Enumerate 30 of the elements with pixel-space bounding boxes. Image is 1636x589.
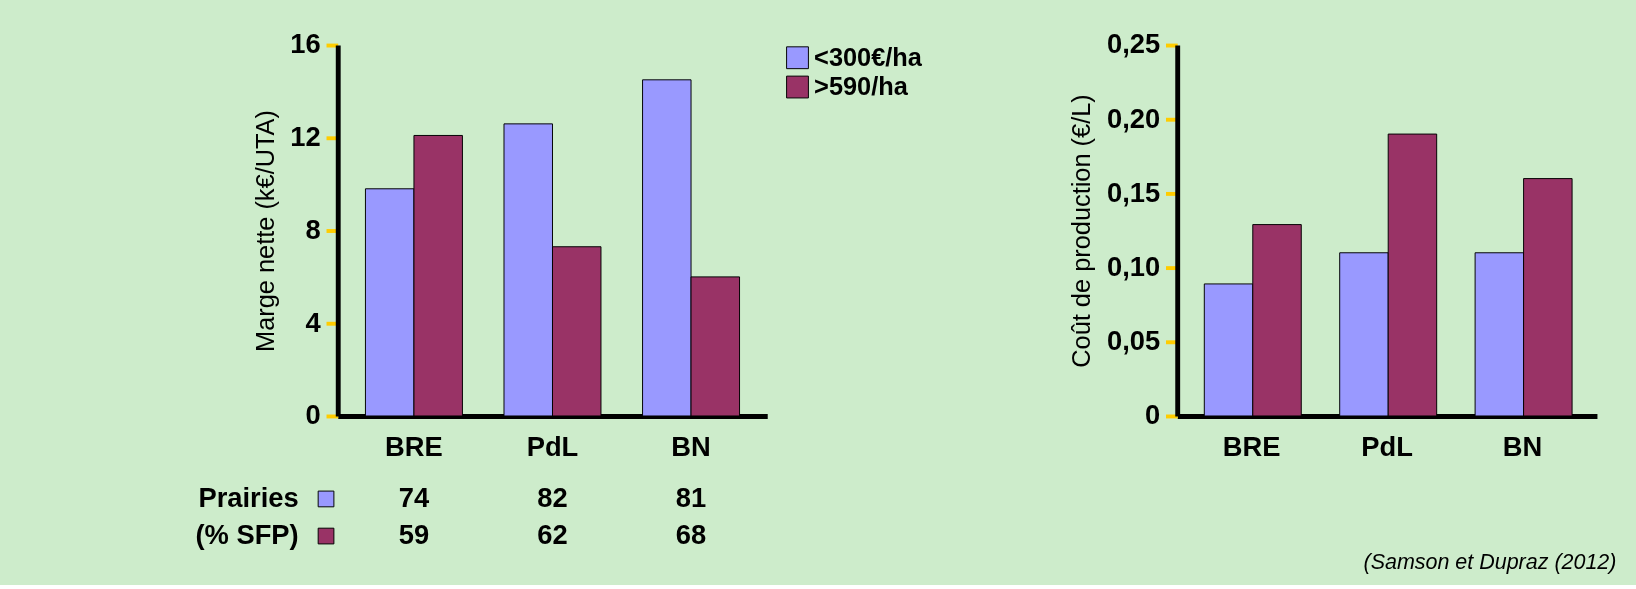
y-tick-label: 8 bbox=[305, 213, 321, 245]
y-tick-label: 12 bbox=[290, 121, 321, 153]
text: 82 bbox=[537, 481, 568, 513]
y-tick-label: 0,15 bbox=[1106, 176, 1161, 208]
legend-label: >590/ha bbox=[814, 71, 909, 100]
x-tick-label: BN bbox=[1502, 430, 1543, 462]
y-axis-title: Coût de production (€/L) bbox=[1067, 94, 1096, 368]
y-tick-label: 0,05 bbox=[1106, 325, 1161, 357]
y-axis-title: Marge nette (k€/UTA) bbox=[250, 110, 279, 352]
text: 81 bbox=[675, 481, 707, 513]
y-tick-label: 0 bbox=[305, 399, 321, 431]
x-tick-label: BN bbox=[671, 430, 711, 462]
text: (Samson et Dupraz (2012) bbox=[1363, 550, 1617, 575]
text: 74 bbox=[398, 481, 430, 513]
text: 59 bbox=[398, 518, 430, 550]
x-tick-label: BRE bbox=[1222, 430, 1281, 462]
y-tick-label: 4 bbox=[305, 306, 322, 338]
x-tick-label: PdL bbox=[526, 430, 579, 462]
y-tick-label: 0 bbox=[1144, 399, 1161, 431]
text: Prairies bbox=[198, 481, 299, 513]
y-tick-label: 16 bbox=[290, 28, 321, 60]
x-tick-label: PdL bbox=[1361, 430, 1413, 462]
y-tick-label: 0,10 bbox=[1106, 250, 1161, 282]
legend-label: <300€/ha bbox=[814, 42, 923, 71]
y-tick-label: 0,20 bbox=[1106, 102, 1161, 134]
x-tick-label: BRE bbox=[385, 430, 443, 462]
text: 62 bbox=[537, 518, 568, 550]
text: (% SFP) bbox=[195, 518, 299, 550]
text: 68 bbox=[675, 518, 707, 550]
y-tick-label: 0,25 bbox=[1106, 28, 1161, 60]
